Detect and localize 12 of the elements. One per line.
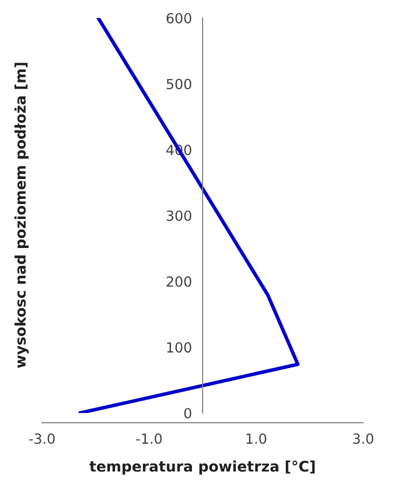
y-tick-label: 500 [166, 78, 192, 90]
y-tick-label: 200 [166, 276, 192, 287]
x-tick-label: -1.0 [136, 433, 162, 444]
x-tick-label: -3.0 [29, 433, 55, 444]
y-tick-label: 600 [166, 12, 192, 24]
y-axis-title: wysokosc nad poziomem podłoża [m] [14, 62, 29, 368]
y-tick-label: 100 [167, 342, 192, 353]
x-tick-label: 1.0 [246, 433, 266, 444]
y-tick-label: 300 [166, 210, 192, 221]
x-axis-title: temperatura powietrza [°C] [89, 460, 315, 475]
x-tick-label: 3.0 [353, 433, 374, 444]
y-tick-label: 0 [184, 408, 192, 418]
